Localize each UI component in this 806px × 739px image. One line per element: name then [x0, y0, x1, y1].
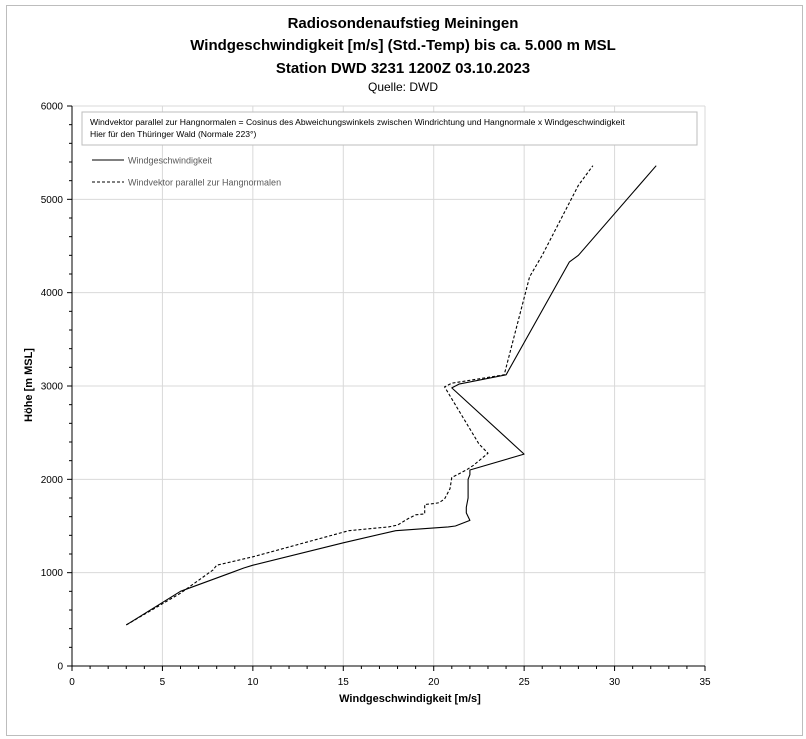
- y-tick-label: 1000: [41, 568, 64, 579]
- x-tick-label: 15: [338, 677, 350, 688]
- x-tick-label: 5: [160, 677, 166, 688]
- y-tick-label: 3000: [41, 382, 64, 393]
- series-line-windgeschwindigkeit: [126, 165, 657, 626]
- y-tick-label: 5000: [41, 195, 64, 206]
- legend-label-windgeschwindigkeit: Windgeschwindigkeit: [128, 156, 213, 166]
- series-line-windvektor: [126, 165, 594, 626]
- y-tick-label: 4000: [41, 288, 64, 299]
- note-line-1: Windvektor parallel zur Hangnormalen = C…: [90, 117, 625, 127]
- series-layer: [126, 165, 657, 626]
- x-tick-label: 10: [247, 677, 259, 688]
- axis-ticks: 0 5 10 15 20 25 30 35 0 1000 2000 3000 4000 5000 6000: [41, 102, 711, 689]
- y-tick-label: 2000: [41, 475, 64, 486]
- x-tick-label: 30: [609, 677, 621, 688]
- y-tick-label: 6000: [41, 102, 64, 113]
- x-tick-label: 35: [699, 677, 711, 688]
- legend-label-windvektor: Windvektor parallel zur Hangnormalen: [128, 178, 281, 188]
- chart-title-line-1: Radiosondenaufstieg Meiningen: [287, 15, 519, 32]
- legend: Windgeschwindigkeit Windvektor parallel …: [92, 156, 281, 188]
- x-tick-label: 0: [69, 677, 75, 688]
- chart-title-line-2: Windgeschwindigkeit [m/s] (Std.-Temp) bi…: [190, 37, 616, 54]
- x-tick-label: 20: [428, 677, 440, 688]
- chart-title-line-3: Station DWD 3231 1200Z 03.10.2023: [275, 60, 531, 77]
- y-axis-label: Höhe [m MSL]: [23, 348, 35, 422]
- x-tick-label: 25: [519, 677, 531, 688]
- chart-source: Quelle: DWD: [367, 80, 438, 94]
- y-tick-label: 0: [57, 662, 63, 673]
- grid-lines: [72, 105, 706, 666]
- note-line-2: Hier für den Thüringer Wald (Normale 223…: [90, 129, 256, 139]
- note-box: Windvektor parallel zur Hangnormalen = C…: [81, 111, 698, 146]
- note-box-border: [81, 111, 698, 146]
- x-axis-label: Windgeschwindigkeit [m/s]: [339, 693, 481, 705]
